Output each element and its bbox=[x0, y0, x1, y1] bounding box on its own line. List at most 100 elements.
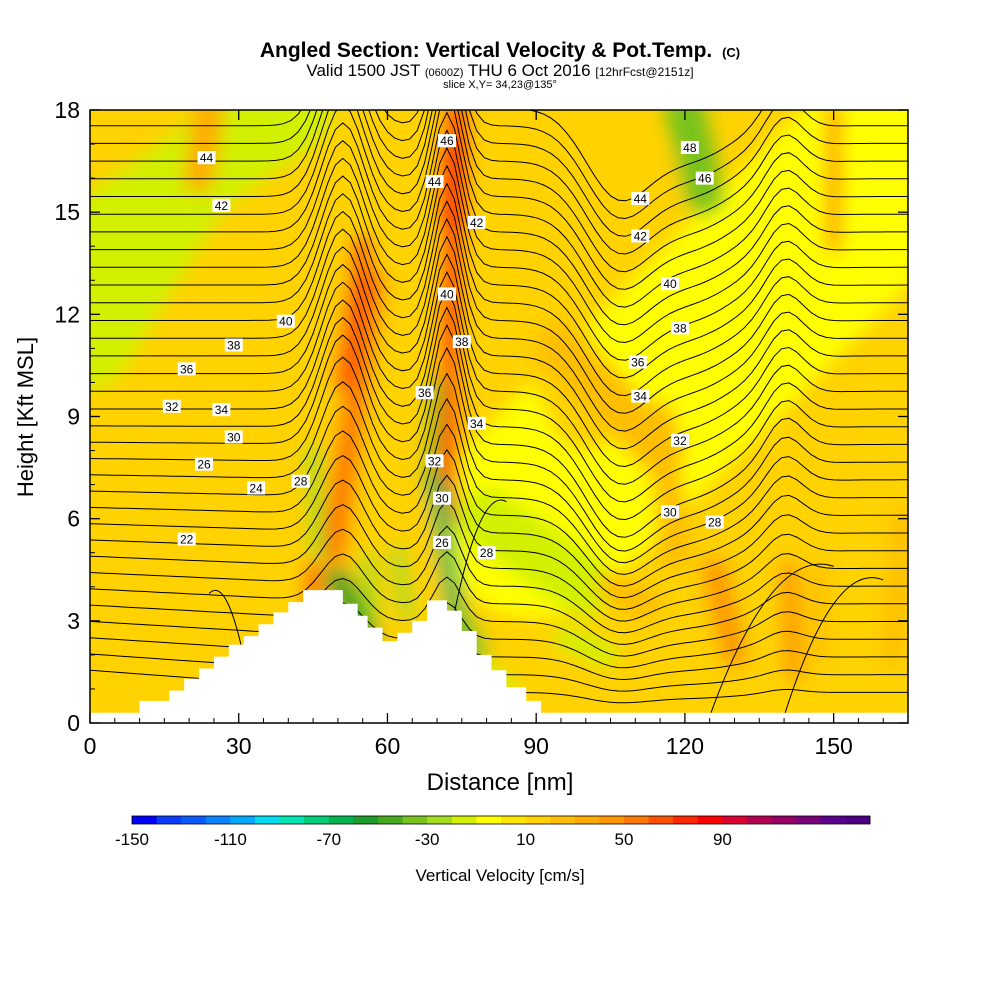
contour-label-19: 32 bbox=[428, 454, 442, 468]
colorbar-tick-label-0: -150 bbox=[115, 830, 149, 849]
velocity-region-10 bbox=[184, 110, 224, 193]
contour-label-box-25 bbox=[631, 192, 650, 206]
contour-label-box-18 bbox=[467, 416, 486, 430]
colorbar-tick-label-5: 50 bbox=[615, 830, 634, 849]
contour-label-33: 28 bbox=[708, 516, 722, 530]
theta-contour-line-10 bbox=[90, 423, 908, 587]
contour-label-box-23 bbox=[680, 140, 699, 154]
colorbar-frame bbox=[131, 815, 871, 825]
theta-contour-line-31 bbox=[90, 110, 908, 237]
y-tick-label-0: 0 bbox=[67, 710, 80, 736]
contour-label-3: 38 bbox=[227, 338, 241, 352]
contour-label-box-16 bbox=[452, 335, 471, 349]
valid-time: Valid 1500 JST (0600Z) THU 6 Oct 2016 [1… bbox=[306, 61, 693, 80]
contour-label-1: 42 bbox=[215, 199, 229, 213]
colorbar-swatch-22 bbox=[673, 816, 699, 824]
colorbar-swatch-20 bbox=[624, 816, 649, 824]
theta-contour-line-9 bbox=[90, 448, 908, 599]
contour-label-box-17 bbox=[415, 386, 434, 400]
x-tick-label-4: 120 bbox=[666, 733, 704, 759]
theta-contour-line-12 bbox=[90, 372, 908, 564]
x-axis: 0 30 60 90 120 150 bbox=[84, 110, 884, 759]
theta-contour-line-7 bbox=[90, 499, 908, 622]
slice-info: slice X,Y= 34,23@135° bbox=[443, 79, 557, 91]
contour-label-26: 42 bbox=[634, 230, 648, 244]
contour-label-box-0 bbox=[197, 151, 216, 165]
velocity-region-19 bbox=[440, 137, 459, 355]
contour-label-29: 36 bbox=[631, 356, 645, 370]
x-tick-label-5: 150 bbox=[814, 733, 852, 759]
contour-label-box-27 bbox=[661, 277, 680, 291]
theta-contour-line-27 bbox=[90, 110, 908, 308]
colorbar-swatch-6 bbox=[279, 816, 305, 824]
contour-label-box-19 bbox=[425, 454, 444, 468]
contour-label-box-5 bbox=[212, 403, 231, 417]
contour-label-22: 28 bbox=[480, 546, 494, 560]
contour-label-9: 24 bbox=[249, 482, 263, 496]
contour-label-box-24 bbox=[695, 171, 714, 185]
velocity-region-31 bbox=[595, 571, 661, 619]
velocity-region-27 bbox=[883, 508, 908, 665]
contour-label-7: 30 bbox=[227, 430, 241, 444]
colorbar-swatch-24 bbox=[722, 816, 748, 824]
colorbar-swatch-15 bbox=[501, 816, 526, 824]
terrain-mask bbox=[90, 590, 908, 723]
y-tick-label-2: 6 bbox=[67, 506, 80, 532]
valid-prefix: Valid 1500 JST bbox=[306, 61, 420, 80]
contour-label-23: 48 bbox=[683, 141, 697, 155]
colorbar-swatch-0 bbox=[132, 816, 157, 824]
x-tick-label-3: 90 bbox=[523, 733, 549, 759]
velocity-region-28 bbox=[553, 625, 618, 668]
contour-labels: 44 42 40 38 36 34 32 30 26 24 28 22 46 44 42 40 38 36 34 32… bbox=[162, 134, 724, 560]
theta-contour-line-13 bbox=[90, 346, 908, 552]
theta-contour-line-2 bbox=[90, 627, 908, 681]
velocity-region-1 bbox=[90, 471, 378, 723]
y-tick-label-5: 15 bbox=[54, 199, 80, 225]
contour-label-box-1 bbox=[212, 198, 231, 212]
colorbar-swatch-16 bbox=[525, 816, 551, 824]
chart-title-unit: (C) bbox=[722, 45, 740, 60]
contour-label-4: 36 bbox=[180, 362, 194, 376]
contour-label-box-2 bbox=[276, 314, 295, 328]
theta-contour-line-30 bbox=[90, 110, 908, 255]
theta-contour-line-3 bbox=[90, 602, 908, 669]
theta-contour-line-32 bbox=[90, 110, 908, 220]
colorbar-swatch-1 bbox=[156, 816, 182, 824]
contour-label-8: 26 bbox=[197, 458, 211, 472]
contour-label-11: 22 bbox=[180, 533, 194, 547]
colorbar-swatch-18 bbox=[574, 816, 600, 824]
theta-contour-low-2 bbox=[783, 577, 884, 717]
valid-fcst: [12hrFcst@2151z] bbox=[595, 65, 693, 79]
y-tick-label-6: 18 bbox=[54, 97, 80, 123]
contour-label-box-20 bbox=[432, 491, 451, 505]
theta-contour-line-28 bbox=[90, 110, 908, 290]
contour-label-20: 30 bbox=[435, 492, 449, 506]
colorbar-swatch-29 bbox=[845, 816, 871, 824]
potential-temperature-contours bbox=[90, 110, 908, 717]
colorbar-swatch-8 bbox=[328, 816, 354, 824]
theta-contour-line-22 bbox=[90, 182, 908, 397]
x-axis-label: Distance [nm] bbox=[427, 769, 574, 796]
x-tick-label-2: 60 bbox=[375, 733, 401, 759]
contour-label-0: 44 bbox=[200, 151, 214, 165]
contour-label-2: 40 bbox=[279, 315, 293, 329]
y-tick-label-3: 9 bbox=[67, 404, 80, 430]
contour-label-box-29 bbox=[628, 355, 647, 369]
theta-contour-line-11 bbox=[90, 397, 908, 575]
contour-label-5: 34 bbox=[215, 403, 229, 417]
theta-contour-line-15 bbox=[90, 306, 908, 521]
contour-label-box-12 bbox=[437, 134, 456, 148]
contour-label-box-8 bbox=[195, 457, 214, 471]
contour-label-14: 42 bbox=[470, 216, 484, 230]
contour-label-box-32 bbox=[661, 505, 680, 519]
contour-label-box-31 bbox=[670, 433, 689, 447]
colorbar-swatch-2 bbox=[181, 816, 207, 824]
colorbar-swatch-3 bbox=[205, 816, 231, 824]
contour-label-box-28 bbox=[670, 321, 689, 335]
velocity-region-9 bbox=[645, 401, 690, 568]
chart-title-main: Angled Section: Vertical Velocity & Pot.… bbox=[260, 39, 712, 62]
theta-contour-line-23 bbox=[90, 164, 908, 379]
contour-label-box-22 bbox=[477, 546, 496, 560]
colorbar-tick-label-4: 10 bbox=[516, 830, 535, 849]
